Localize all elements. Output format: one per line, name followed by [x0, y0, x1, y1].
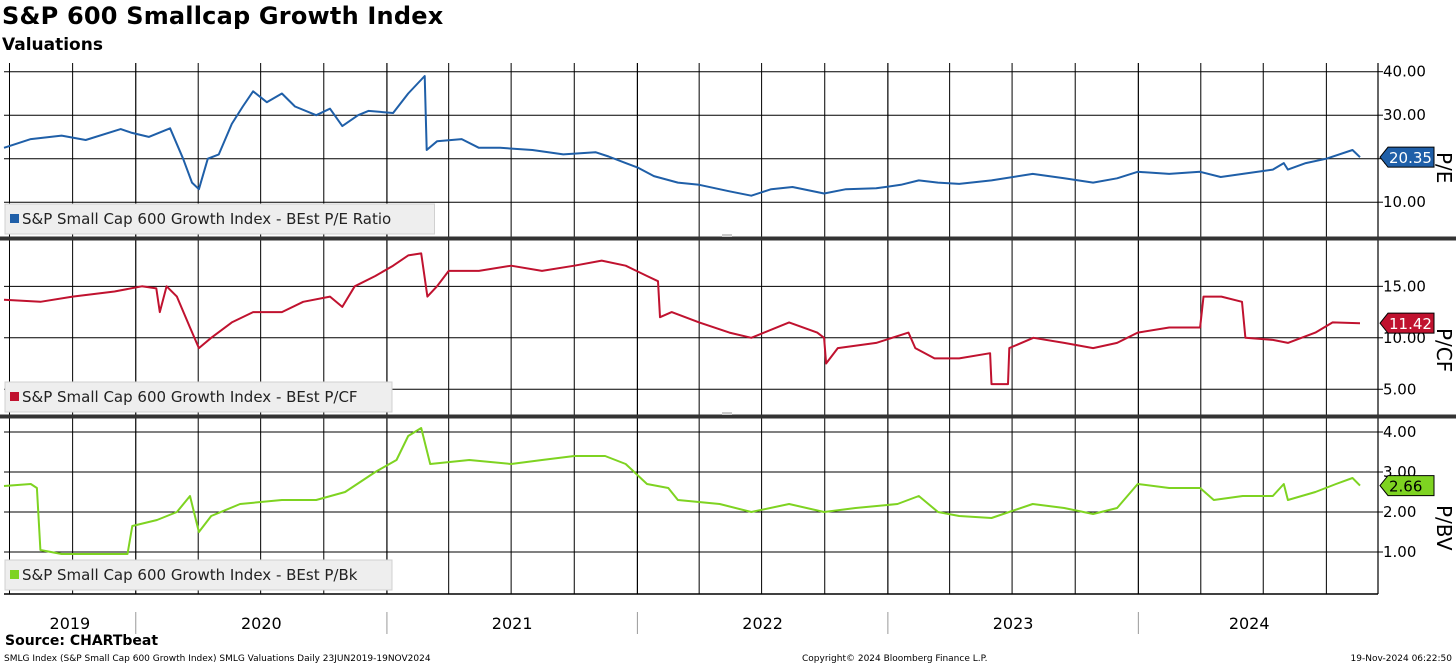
- y-tick-label: 15.00: [1383, 277, 1426, 295]
- last-value-tag: [1379, 146, 1435, 168]
- footer-copyright: Copyright© 2024 Bloomberg Finance L.P.: [802, 654, 988, 664]
- chart-title: S&P 600 Smallcap Growth Index: [2, 2, 444, 30]
- chart-subtitle: Valuations: [2, 35, 103, 55]
- legend-swatch: [10, 214, 19, 223]
- last-value-tag: [1379, 475, 1435, 497]
- x-tick-label: 2019: [50, 614, 91, 633]
- y-tick-label: 40.00: [1383, 63, 1426, 81]
- axis-title: P/E: [1432, 152, 1456, 183]
- legend-swatch: [10, 392, 19, 401]
- splitter-handle: [722, 412, 732, 415]
- x-tick-label: 2023: [993, 614, 1034, 633]
- legend-label: S&P Small Cap 600 Growth Index - BEst P/…: [22, 388, 358, 406]
- x-axis: 2019 2020 2021 2022 2023 2024: [50, 612, 1270, 634]
- axis-ticks: 40.0030.0020.0010.0020.35P/E15.0010.005.…: [1378, 63, 1456, 561]
- series-line-pe: [3, 75, 1361, 197]
- y-tick-label: 1.00: [1383, 543, 1416, 561]
- footer-description: SMLG Index (S&P Small Cap 600 Growth Ind…: [4, 654, 431, 664]
- legend-box: [4, 203, 435, 235]
- y-tick-label: 10.00: [1383, 193, 1426, 211]
- x-tick-label: 2024: [1229, 614, 1270, 633]
- series-lines: [3, 75, 1361, 555]
- last-value-label: 20.35: [1389, 149, 1432, 167]
- legend-label: S&P Small Cap 600 Growth Index - BEst P/…: [22, 566, 358, 584]
- x-tick-label: 2022: [742, 614, 783, 633]
- y-tick-label: 30.00: [1383, 106, 1426, 124]
- legend-box: [4, 559, 393, 591]
- axis-title: P/BV: [1432, 505, 1456, 551]
- y-tick-label: 5.00: [1383, 380, 1416, 398]
- source-note: Source: CHARTbeat: [5, 633, 159, 649]
- series-line-pcf: [3, 252, 1361, 386]
- legend-box: [4, 381, 393, 413]
- footer-timestamp: 19-Nov-2024 06:22:50: [1350, 654, 1452, 664]
- splitter-handle: [722, 234, 732, 237]
- legends: S&P Small Cap 600 Growth Index - BEst P/…: [4, 203, 435, 591]
- gridlines: [4, 63, 1378, 594]
- legend-label: S&P Small Cap 600 Growth Index - BEst P/…: [22, 210, 391, 228]
- y-tick-label: 4.00: [1383, 423, 1416, 441]
- axis-title: P/CF: [1432, 328, 1456, 372]
- series-line-pbv: [3, 427, 1361, 555]
- last-value-label: 2.66: [1389, 478, 1422, 496]
- legend-swatch: [10, 570, 19, 579]
- last-value-label: 11.42: [1389, 315, 1432, 333]
- x-tick-label: 2021: [492, 614, 533, 633]
- panel-frames: [0, 63, 1456, 595]
- x-tick-label: 2020: [241, 614, 282, 633]
- y-tick-label: 2.00: [1383, 503, 1416, 521]
- last-value-tag: [1379, 312, 1435, 334]
